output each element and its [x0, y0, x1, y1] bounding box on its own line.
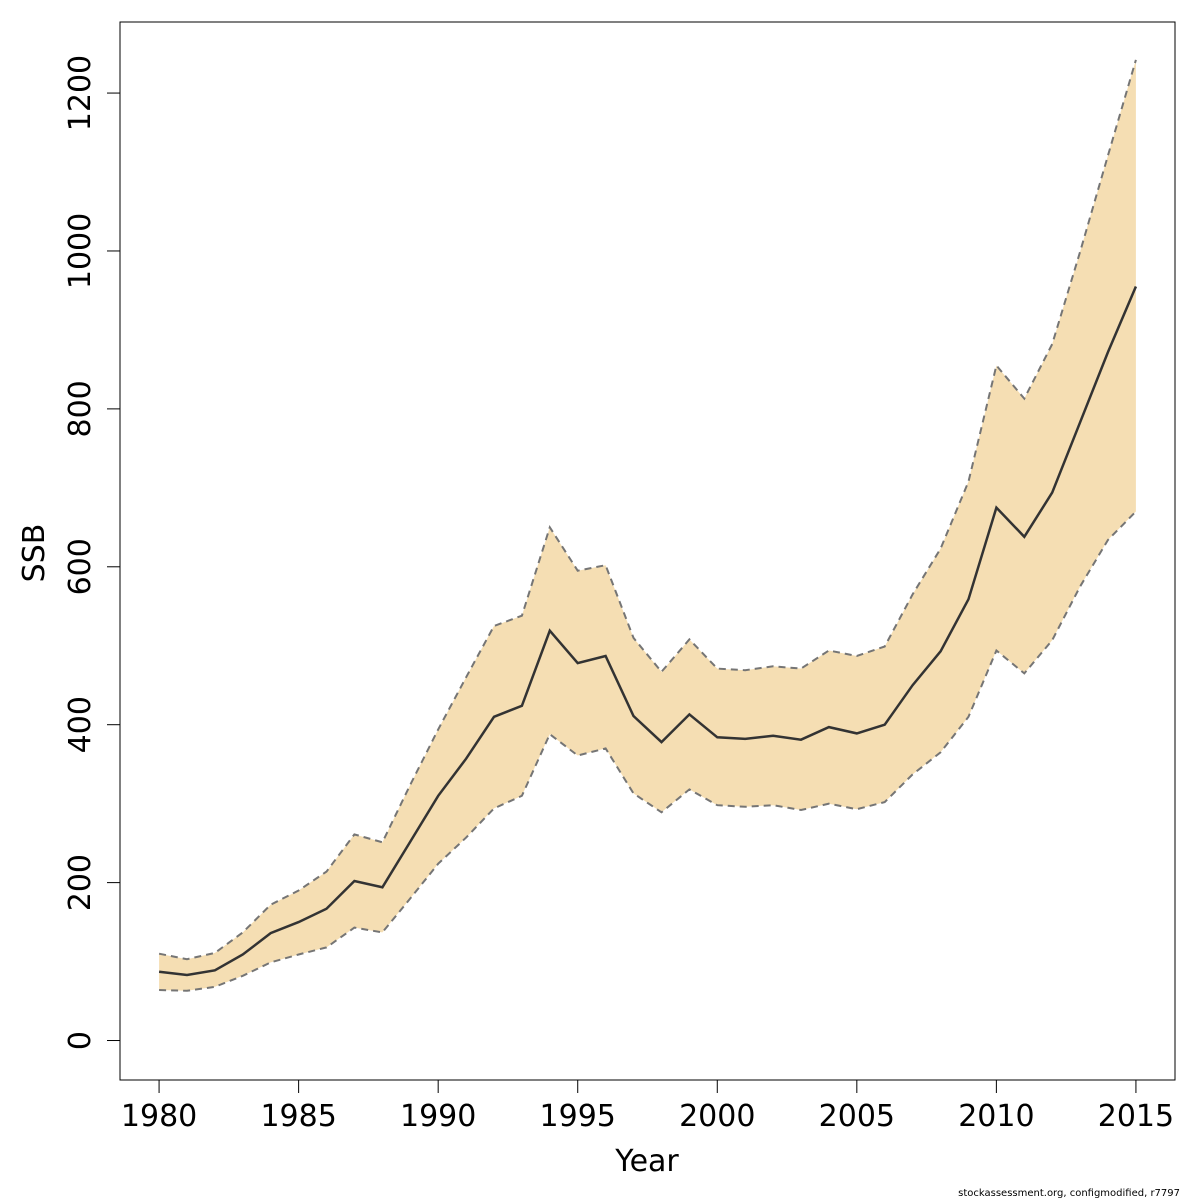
confidence-band [159, 59, 1136, 991]
y-axis-label: SSB [17, 524, 52, 583]
y-tick-label: 0 [63, 1031, 98, 1050]
x-tick-label: 2010 [958, 1099, 1034, 1134]
lower-bound-line [159, 510, 1137, 992]
footer-credit: stockassessment.org, configmodified, r77… [958, 1188, 1180, 1199]
y-tick-label: 600 [63, 538, 98, 595]
x-axis-label: Year [614, 1144, 679, 1179]
ssb-estimate-line [158, 286, 1138, 977]
upper-bound-line [158, 59, 1137, 961]
x-tick-label: 1985 [260, 1099, 336, 1134]
confidence-band-layer [159, 59, 1136, 991]
y-tick-label: 800 [63, 380, 98, 437]
x-tick-label: 2005 [819, 1099, 895, 1134]
x-tick-label: 2015 [1098, 1099, 1174, 1134]
y-tick-label: 1200 [63, 55, 98, 131]
x-tick-label: 2000 [679, 1099, 755, 1134]
y-tick-label: 200 [63, 854, 98, 911]
x-tick-label: 1990 [400, 1099, 476, 1134]
x-tick-label: 1995 [540, 1099, 616, 1134]
y-axis: 0 200 400 600 800 1000 1200 [63, 55, 121, 1050]
x-axis: 1980 1985 1990 1995 2000 2005 2010 2015 [121, 1079, 1174, 1134]
series-lines-layer [158, 59, 1138, 992]
y-tick-label: 400 [63, 696, 98, 753]
y-tick-label: 1000 [63, 213, 98, 289]
x-tick-label: 1980 [121, 1099, 197, 1134]
